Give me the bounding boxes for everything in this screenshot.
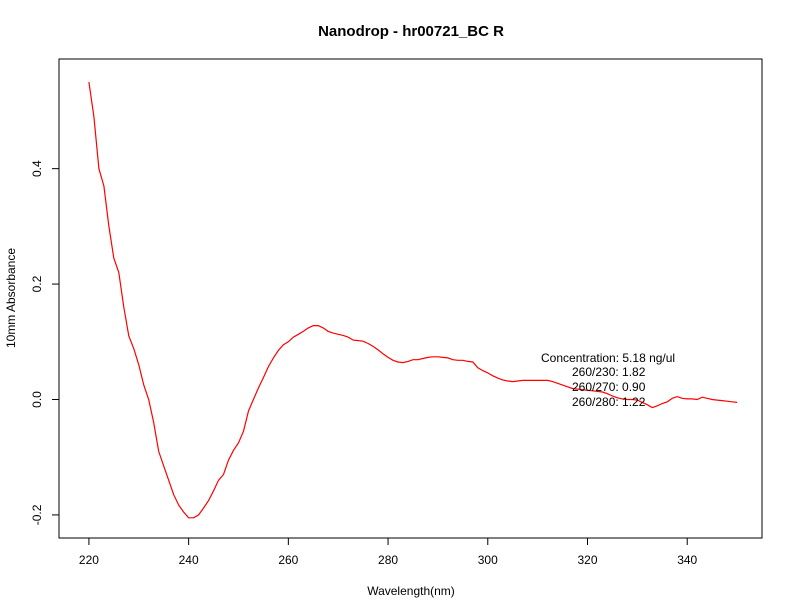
y-axis: -0.2 0.0 0.2 0.4: [30, 160, 59, 525]
x-tick-label: 220: [79, 553, 99, 567]
annotation-ratio-260-280: 260/280: 1.22: [572, 395, 646, 409]
annotation-concentration: Concentration: 5.18 ng/ul: [541, 351, 675, 365]
x-tick-label: 260: [278, 553, 298, 567]
y-axis-label: 10mm Absorbance: [4, 248, 18, 348]
chart-title: Nanodrop - hr00721_BC R: [318, 23, 504, 40]
x-tick-label: 300: [478, 553, 498, 567]
annotation-block: Concentration: 5.18 ng/ul 260/230: 1.82 …: [541, 351, 675, 409]
x-tick-label: 340: [677, 553, 697, 567]
y-tick-label: -0.2: [30, 504, 44, 525]
y-tick-label: 0.0: [30, 391, 44, 408]
x-tick-label: 240: [179, 553, 199, 567]
absorbance-series-line: [88, 82, 738, 519]
x-axis-label: Wavelength(nm): [367, 584, 455, 598]
y-tick-label: 0.4: [30, 160, 44, 177]
y-tick-label: 0.2: [30, 275, 44, 292]
x-tick-label: 320: [577, 553, 597, 567]
plot-area-frame: [58, 58, 763, 539]
annotation-ratio-260-230: 260/230: 1.82: [572, 365, 646, 379]
x-axis: 220 240 260 280 300 320 340: [79, 538, 698, 567]
annotation-ratio-260-270: 260/270: 0.90: [572, 380, 646, 394]
x-tick-label: 280: [378, 553, 398, 567]
